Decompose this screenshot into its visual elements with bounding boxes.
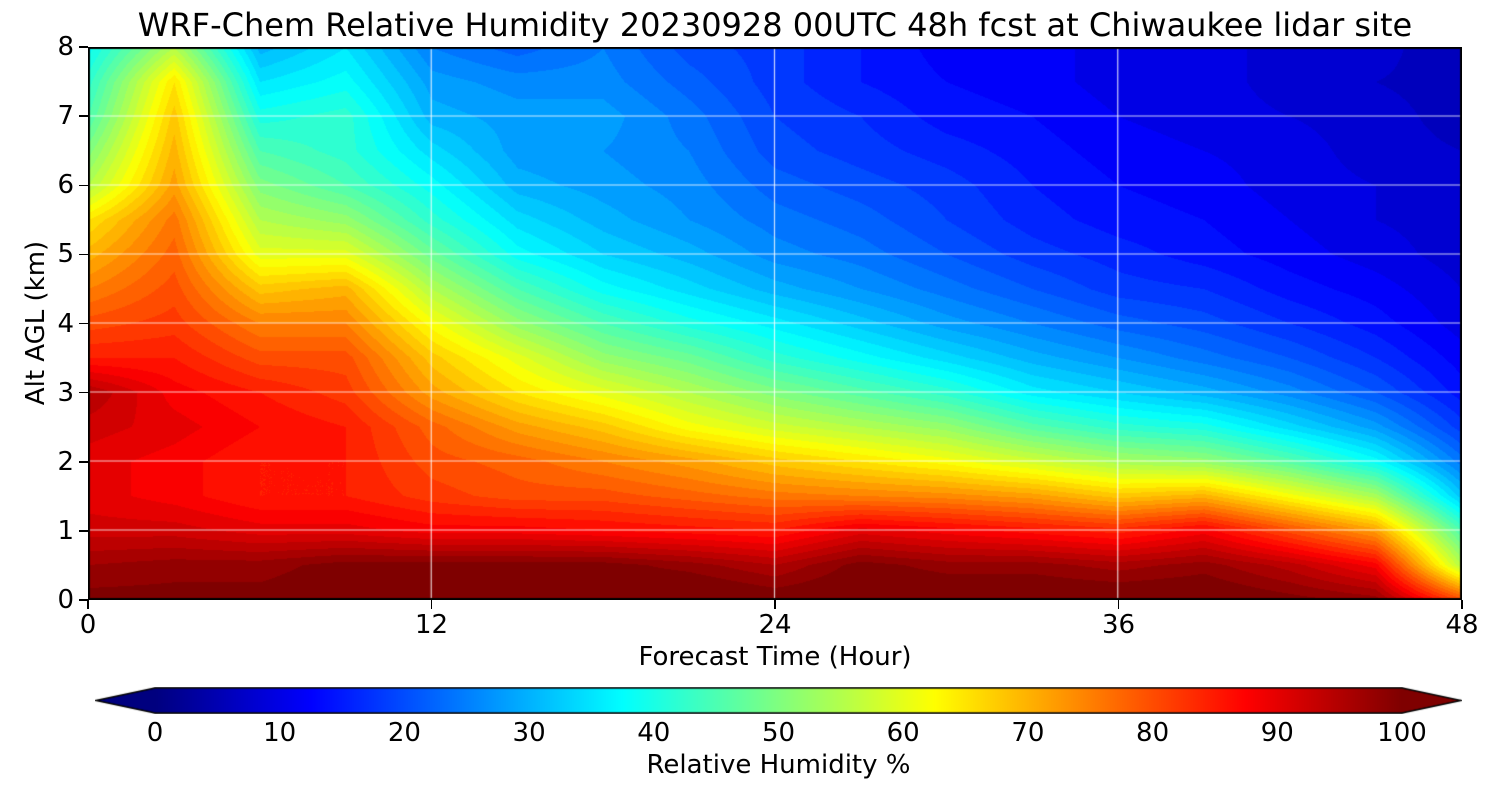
colorbar [95, 687, 1462, 714]
colorbar-label: Relative Humidity % [646, 750, 911, 780]
x-tick-mark [774, 600, 776, 609]
chart-title: WRF-Chem Relative Humidity 20230928 00UT… [137, 6, 1413, 44]
y-tick-label: 0 [57, 585, 74, 615]
x-tick-mark [1461, 600, 1463, 609]
plot-area [88, 47, 1462, 600]
heatmap-canvas [88, 47, 1462, 600]
y-tick-mark [79, 322, 88, 325]
y-tick-label: 5 [57, 239, 74, 270]
y-tick-label: 7 [57, 101, 74, 132]
y-tick-mark [79, 599, 88, 601]
colorbar-tick-label: 20 [387, 718, 421, 748]
colorbar-tick-label: 60 [886, 718, 920, 748]
y-tick-mark [79, 115, 88, 117]
x-tick-label: 48 [1445, 610, 1479, 640]
colorbar-tick-label: 40 [637, 718, 671, 748]
y-tick-mark [79, 391, 88, 394]
y-tick-label: 4 [57, 308, 74, 339]
y-tick-mark [79, 46, 88, 48]
y-tick-label: 2 [57, 446, 74, 477]
colorbar-tick-label: 100 [1377, 718, 1427, 748]
y-tick-label: 1 [57, 515, 74, 546]
colorbar-tick-label: 10 [263, 718, 297, 748]
x-tick-mark [87, 600, 89, 609]
x-tick-label: 0 [79, 610, 97, 640]
y-tick-mark [79, 253, 88, 256]
y-axis-label: Alt AGL (km) [21, 240, 51, 406]
colorbar-tick-label: 30 [512, 718, 546, 748]
x-tick-label: 36 [1101, 610, 1136, 640]
x-tick-mark [1117, 600, 1120, 609]
y-tick-label: 6 [57, 170, 74, 201]
y-tick-label: 8 [57, 32, 74, 62]
y-tick-label: 3 [57, 377, 74, 408]
colorbar-tick-label: 0 [146, 718, 164, 748]
x-axis-label: Forecast Time (Hour) [638, 642, 912, 672]
x-tick-label: 24 [758, 610, 792, 640]
y-tick-mark [79, 530, 88, 532]
colorbar-tick-label: 50 [761, 718, 796, 748]
colorbar-tick-label: 80 [1136, 718, 1170, 748]
x-tick-label: 12 [414, 610, 449, 640]
y-tick-mark [79, 461, 88, 463]
colorbar-tick-label: 90 [1260, 718, 1294, 748]
x-tick-mark [430, 600, 433, 609]
colorbar-tick-label: 70 [1011, 718, 1045, 748]
colorbar-canvas [95, 687, 1462, 714]
y-tick-mark [79, 184, 88, 186]
